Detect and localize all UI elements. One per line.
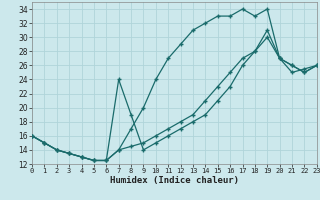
X-axis label: Humidex (Indice chaleur): Humidex (Indice chaleur) [110,176,239,185]
